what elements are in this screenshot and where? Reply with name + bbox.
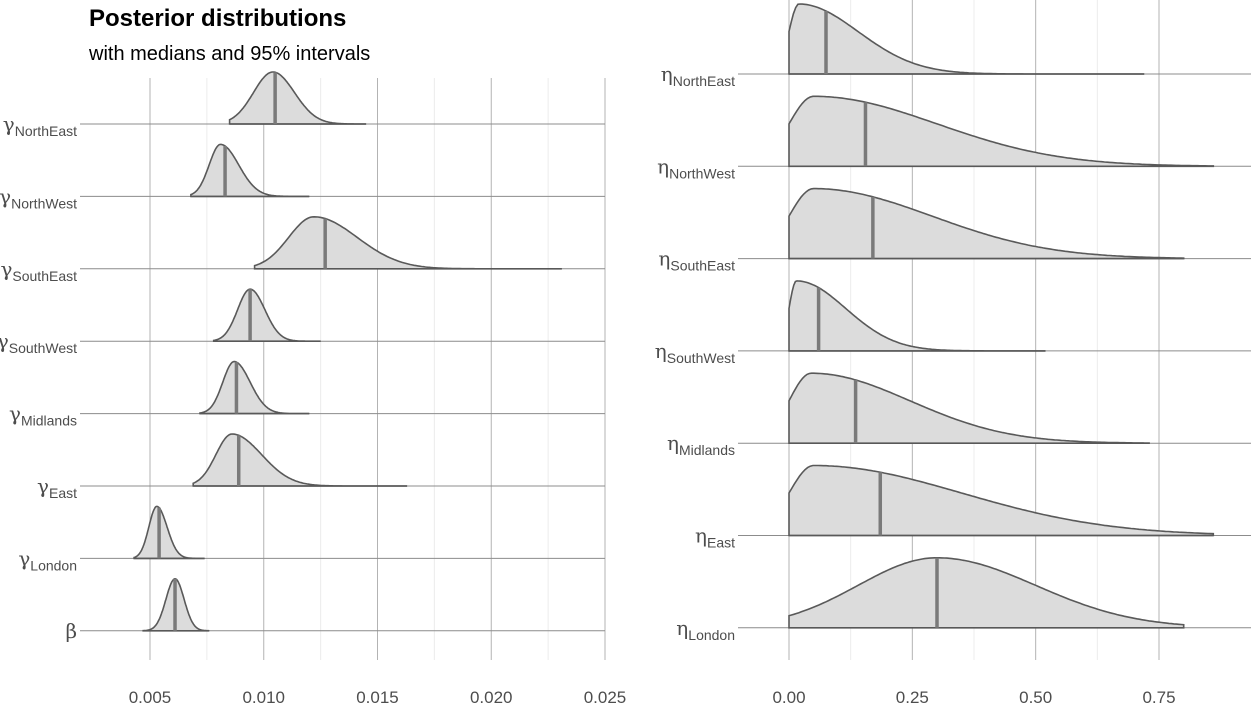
left-x-tick-label: 0.005 — [129, 688, 172, 707]
right-row-midlands-label: ηMidlands — [667, 431, 735, 458]
left-row-northwest-density — [190, 143, 310, 198]
right-row-southeast-label: ηSouthEast — [658, 247, 735, 274]
left-row-northeast-density — [228, 71, 367, 125]
right-row-london-density — [788, 557, 1185, 629]
right-row-northeast-density — [788, 3, 1145, 75]
right-x-tick-label: 0.25 — [896, 688, 929, 707]
left-row-beta-label: β — [65, 619, 77, 643]
right-row-east-label: ηEast — [695, 524, 735, 551]
right-row-southwest-label: ηSouthWest — [655, 339, 735, 366]
right-row-london-label: ηLondon — [676, 616, 735, 643]
chart-subtitle: with medians and 95% intervals — [89, 43, 371, 65]
left-row-northeast-label: γNorthEast — [3, 112, 77, 139]
right-x-tick-label: 0.50 — [1019, 688, 1052, 707]
right-x-tick-label: 0.00 — [772, 688, 805, 707]
right-row-northeast-label: ηNorthEast — [661, 62, 735, 89]
left-x-tick-label: 0.025 — [584, 688, 627, 707]
chart-title: Posterior distributions — [89, 5, 347, 32]
left-row-northwest-label: γNorthWest — [0, 184, 77, 211]
left-row-southeast-density — [253, 215, 562, 270]
left-row-midlands-density — [199, 360, 310, 415]
left-row-southeast-label: γSouthEast — [0, 257, 77, 284]
left-row-east-density — [192, 433, 408, 487]
left-row-east-label: γEast — [37, 474, 77, 501]
left-row-southwest-density — [212, 288, 321, 342]
right-row-midlands-density — [788, 372, 1150, 444]
right-x-tick-label: 0.75 — [1142, 688, 1175, 707]
right-row-northwest-density — [788, 95, 1215, 168]
left-row-midlands-label: γMidlands — [9, 402, 77, 429]
left-x-tick-label: 0.015 — [356, 688, 399, 707]
right-row-northwest-label: ηNorthWest — [657, 154, 735, 181]
right-row-southeast-density — [788, 187, 1185, 260]
left-row-southwest-label: γSouthWest — [0, 329, 77, 356]
right-row-east-density — [788, 464, 1215, 537]
left-row-london-density — [133, 505, 205, 560]
left-row-london-label: γLondon — [18, 546, 77, 573]
left-x-tick-label: 0.010 — [242, 688, 285, 707]
right-row-southwest-density — [788, 280, 1046, 352]
left-x-tick-label: 0.020 — [470, 688, 513, 707]
